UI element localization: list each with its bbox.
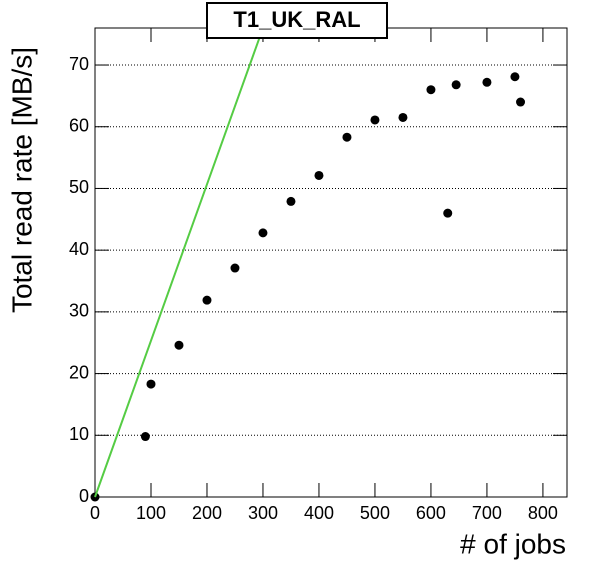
data-point — [342, 132, 352, 142]
plot-frame — [94, 27, 568, 498]
data-point — [510, 72, 520, 82]
data-point — [370, 115, 380, 125]
data-point — [230, 263, 240, 273]
x-tick-label: 800 — [528, 503, 558, 523]
x-tick-label: 600 — [416, 503, 446, 523]
y-tick-label: 50 — [69, 177, 89, 197]
y-tick-label: 40 — [69, 239, 89, 259]
x-tick-label: 0 — [90, 503, 100, 523]
reference-line — [94, 27, 264, 498]
x-tick-label: 400 — [304, 503, 334, 523]
data-point — [174, 340, 184, 350]
data-point — [146, 379, 156, 389]
y-tick-label: 20 — [69, 362, 89, 382]
x-tick-label: 700 — [472, 503, 502, 523]
x-tick-label: 500 — [360, 503, 390, 523]
data-point — [286, 196, 296, 206]
x-tick-label: 100 — [136, 503, 166, 523]
y-tick-label: 60 — [69, 115, 89, 135]
data-point — [443, 208, 453, 218]
x-tick-label: 300 — [248, 503, 278, 523]
data-point — [314, 170, 324, 180]
x-tick-label: 200 — [192, 503, 222, 523]
data-point — [516, 97, 526, 107]
data-point — [482, 77, 492, 87]
y-tick-label: 0 — [79, 486, 89, 506]
data-point — [202, 295, 212, 305]
y-tick-label: 10 — [69, 424, 89, 444]
chart-title: T1_UK_RAL — [233, 7, 360, 32]
y-tick-label: 30 — [69, 301, 89, 321]
title-box — [206, 2, 388, 39]
x-axis-label: # of jobs — [460, 528, 566, 559]
data-point — [426, 85, 436, 95]
data-point — [258, 228, 268, 238]
y-tick-label: 70 — [69, 54, 89, 74]
data-point — [140, 432, 150, 442]
y-axis-label: Total read rate [MB/s] — [6, 47, 37, 313]
data-point — [398, 112, 408, 122]
data-point — [451, 80, 461, 90]
